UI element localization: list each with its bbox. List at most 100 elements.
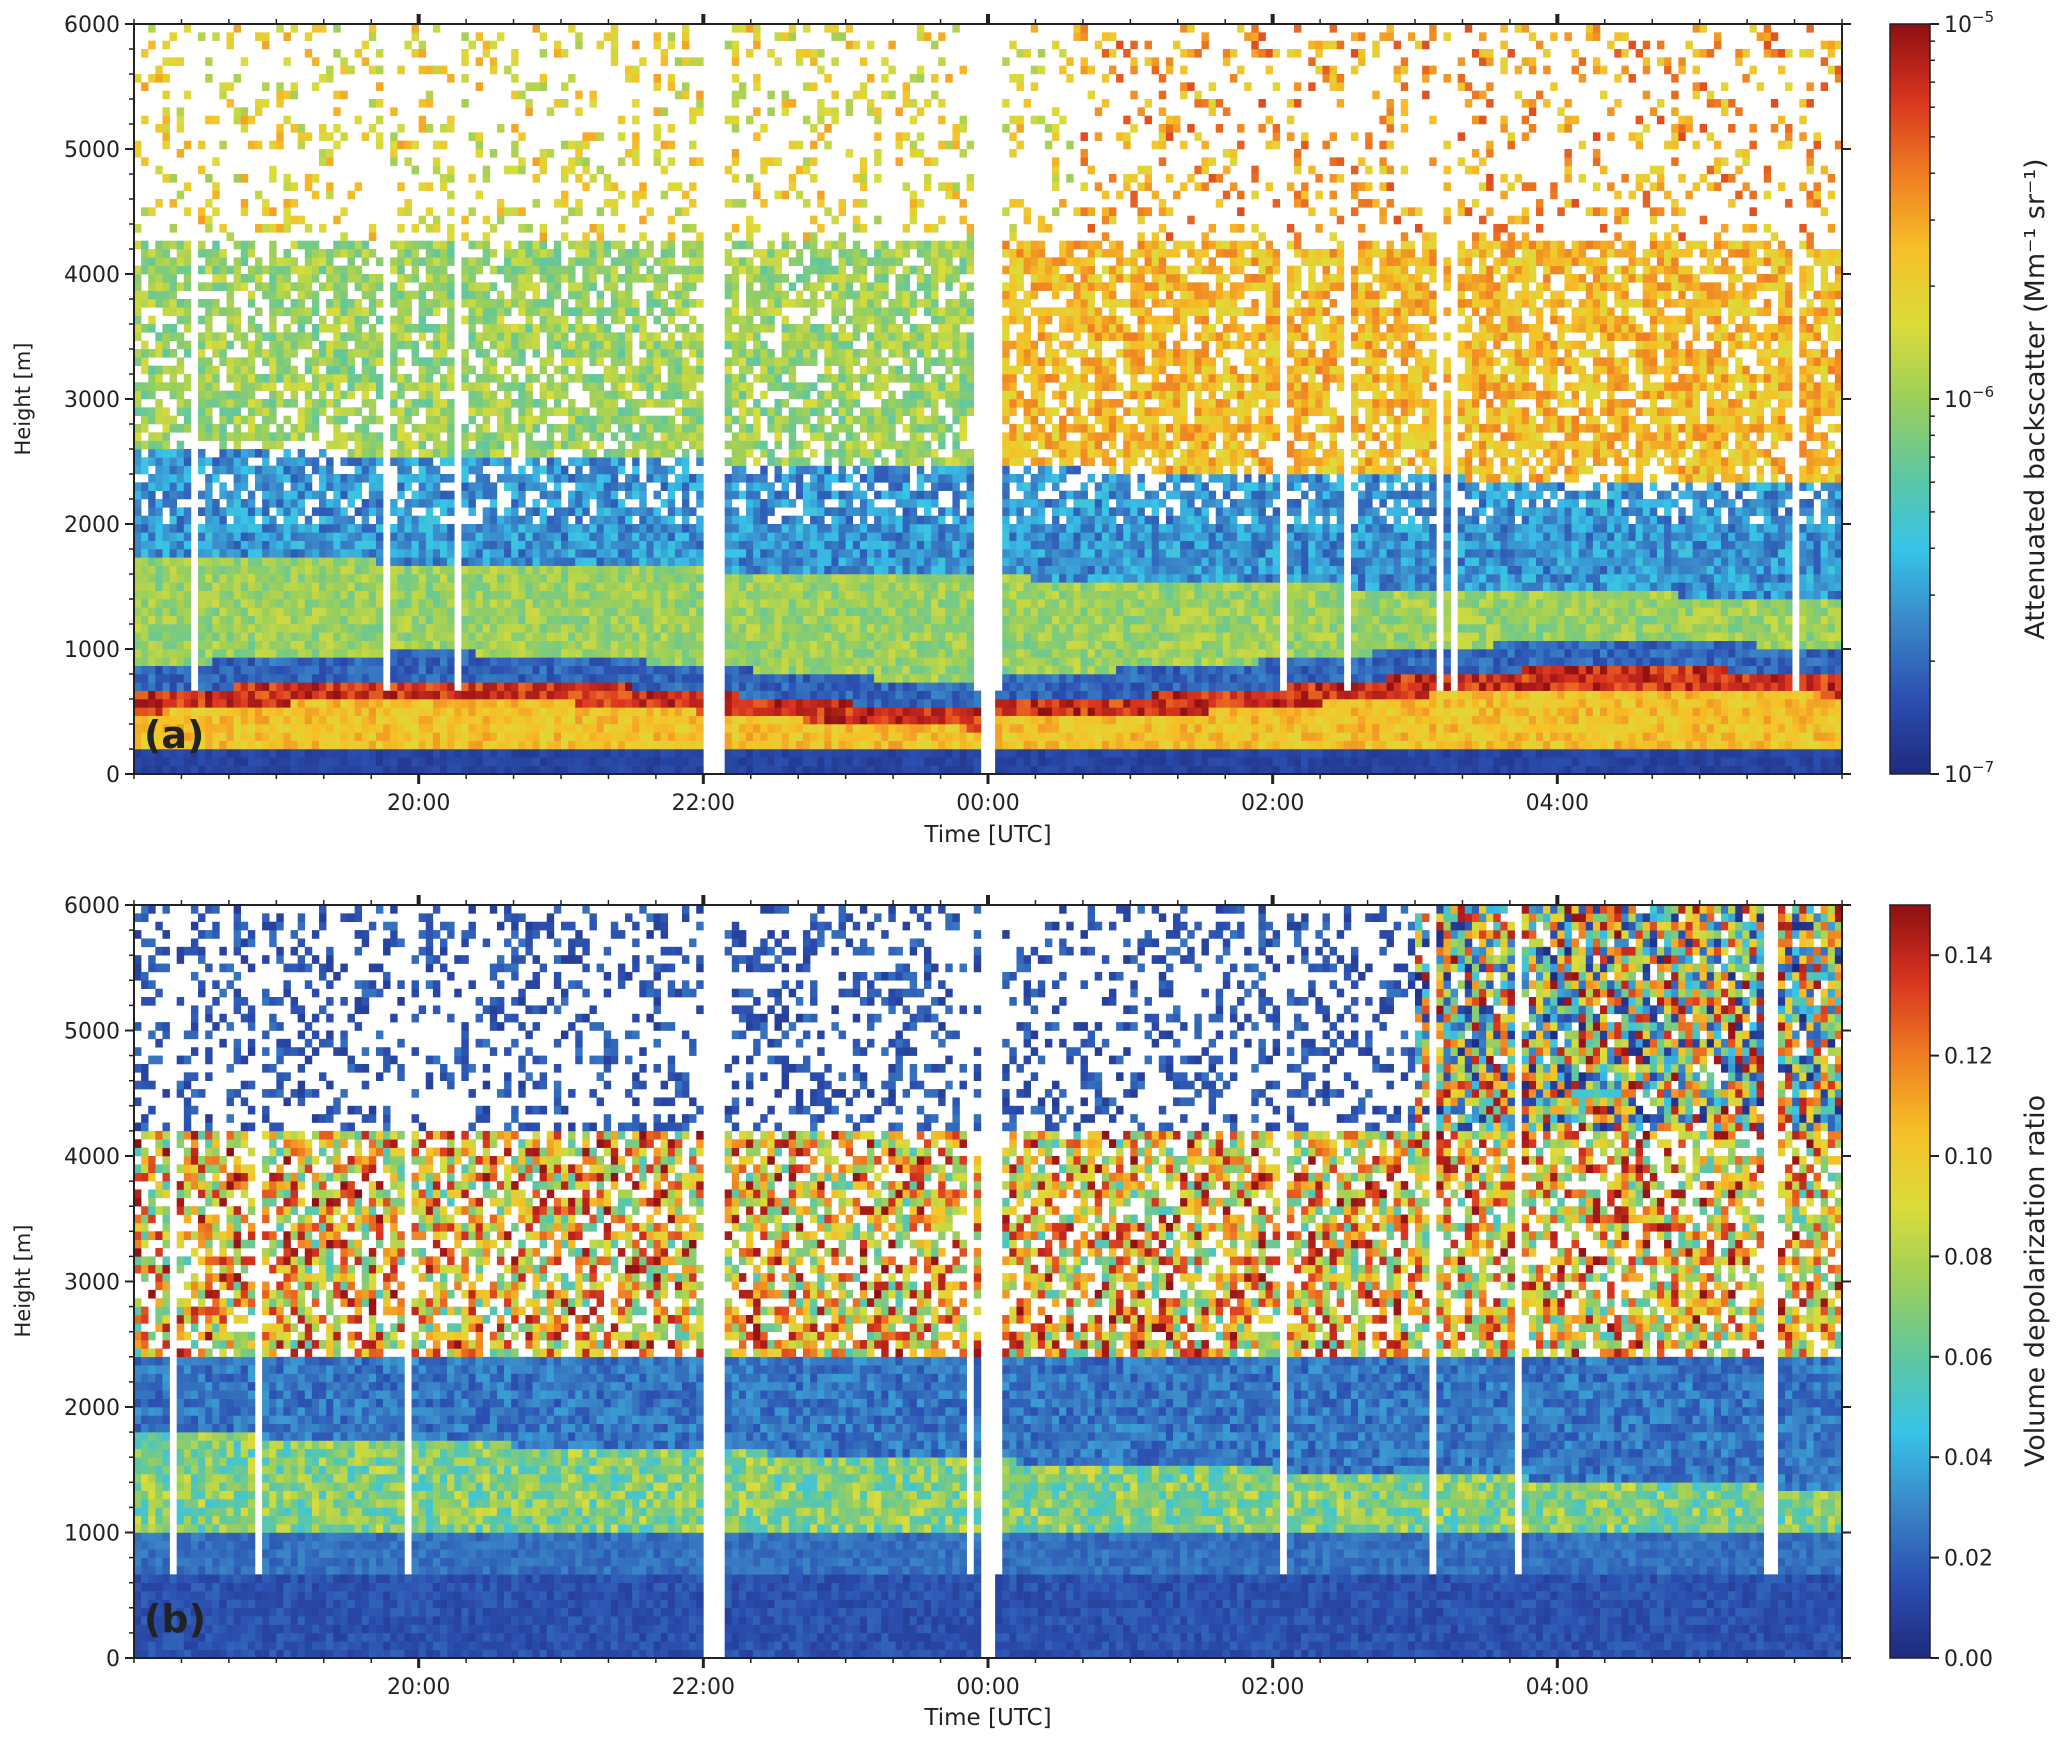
heatmap-cell [362,357,369,366]
heatmap-cell [540,482,547,491]
heatmap-cell [227,749,234,758]
heatmap-cell [276,724,283,733]
heatmap-cell [433,441,440,450]
heatmap-cell [547,649,554,658]
heatmap-cell [298,499,305,508]
heatmap-cell [404,432,411,441]
heatmap-cell [419,316,426,325]
heatmap-cell [340,232,347,241]
heatmap-cell [355,182,362,191]
heatmap-cell [241,332,248,341]
heatmap-cell [248,266,255,275]
heatmap-cell [369,641,376,650]
heatmap-cell [355,641,362,650]
heatmap-cell [276,524,283,533]
heatmap-cell [148,207,155,216]
heatmap-cell [205,507,212,516]
heatmap-cell [497,216,504,225]
heatmap-cell [262,682,269,691]
heatmap-cell [511,441,518,450]
heatmap-cell [312,432,319,441]
heatmap-cell [397,632,404,641]
heatmap-cell [326,257,333,266]
heatmap-cell [170,257,177,266]
heatmap-cell [426,241,433,250]
heatmap-cell [305,266,312,275]
heatmap-cell [518,757,525,766]
heatmap-cell [134,607,141,616]
heatmap-cell [376,132,383,141]
heatmap-cell [540,82,547,91]
heatmap-cell [362,366,369,375]
heatmap-cell [511,266,518,275]
heatmap-cell [205,391,212,400]
heatmap-cell [219,641,226,650]
heatmap-cell [219,491,226,500]
heatmap-cell [476,374,483,383]
heatmap-cell [461,707,468,716]
heatmap-cell [390,691,397,700]
heatmap-cell [540,682,547,691]
heatmap-cell [227,574,234,583]
heatmap-cell [369,332,376,341]
heatmap-cell [362,682,369,691]
heatmap-cell [276,574,283,583]
heatmap-cell [511,399,518,408]
heatmap-cell [348,524,355,533]
heatmap-cell [170,457,177,466]
heatmap-cell [348,732,355,741]
heatmap-cell [283,207,290,216]
heatmap-cell [497,407,504,416]
heatmap-cell [198,682,205,691]
heatmap-cell [533,566,540,575]
heatmap-cell [340,282,347,291]
heatmap-cell [376,632,383,641]
heatmap-cell [468,566,475,575]
heatmap-cell [241,641,248,650]
heatmap-cell [340,249,347,258]
heatmap-cell [440,649,447,658]
heatmap-cell [461,741,468,750]
heatmap-cell [419,549,426,558]
heatmap-cell [276,682,283,691]
heatmap-cell [348,391,355,400]
heatmap-cell [262,224,269,233]
heatmap-cell [269,732,276,741]
heatmap-cell [312,457,319,466]
heatmap-cell [141,382,148,391]
heatmap-cell [461,574,468,583]
heatmap-cell [241,732,248,741]
heatmap-cell [404,299,411,308]
heatmap-cell [369,666,376,675]
heatmap-cell [404,682,411,691]
heatmap-cell [234,174,241,183]
heatmap-cell [248,641,255,650]
heatmap-cell [184,491,191,500]
heatmap-cell [198,691,205,700]
heatmap-cell [198,357,205,366]
heatmap-cell [198,574,205,583]
heatmap-cell [148,324,155,333]
heatmap-cell [468,549,475,558]
heatmap-cell [461,582,468,591]
heatmap-cell [504,674,511,683]
heatmap-cell [518,91,525,100]
heatmap-cell [433,307,440,316]
heatmap-cell [212,399,219,408]
heatmap-cell [483,216,490,225]
heatmap-cell [340,457,347,466]
heatmap-cell [134,299,141,308]
heatmap-cell [447,474,454,483]
heatmap-cell [440,507,447,516]
heatmap-cell [319,316,326,325]
heatmap-cell [547,666,554,675]
heatmap-cell [440,499,447,508]
heatmap-cell [326,732,333,741]
heatmap-cell [447,124,454,133]
heatmap-cell [397,624,404,633]
heatmap-cell [440,682,447,691]
heatmap-cell [340,291,347,300]
heatmap-cell [419,757,426,766]
heatmap-cell [319,549,326,558]
heatmap-cell [369,757,376,766]
